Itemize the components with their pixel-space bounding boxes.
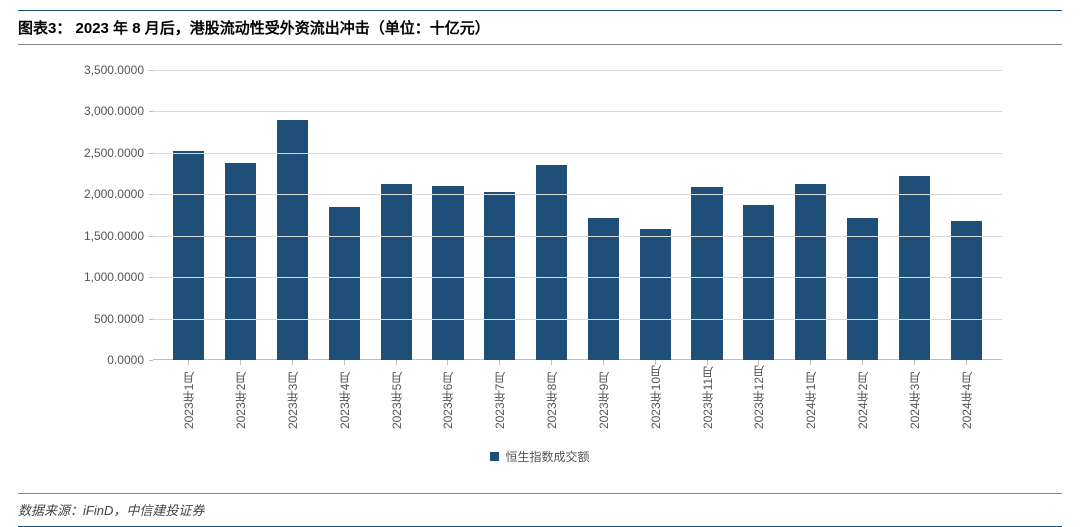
bar <box>381 184 412 360</box>
y-tick-mark <box>149 194 153 195</box>
bar <box>329 207 360 360</box>
bar-slot <box>940 70 992 360</box>
bar <box>277 120 308 360</box>
x-tick-label: 2023年5月 <box>388 365 405 429</box>
bar <box>743 205 774 360</box>
title-prefix: 图表3： <box>18 20 76 37</box>
bar-slot <box>681 70 733 360</box>
y-tick-label: 3,500.0000 <box>84 63 144 77</box>
x-tick-label: 2023年8月 <box>543 365 560 429</box>
grid-line <box>153 194 1002 195</box>
y-tick-label: 500.0000 <box>94 312 144 326</box>
grid-line <box>153 153 1002 154</box>
x-axis-labels: 2023年1月 2023年2月 2023年3月 2023年4月 2023年5月 2023年… <box>153 365 1002 429</box>
bar <box>432 186 463 360</box>
x-tick-label: 2023年9月 <box>595 365 612 429</box>
y-tick-label: 3,000.0000 <box>84 104 144 118</box>
y-tick-mark <box>149 153 153 154</box>
y-tick-mark <box>149 111 153 112</box>
bar <box>484 192 515 360</box>
bar-slot <box>422 70 474 360</box>
x-tick-label: 2023年4月 <box>336 365 353 429</box>
bar-slot <box>163 70 215 360</box>
x-tick-label: 2024年3月 <box>906 365 923 429</box>
bar <box>951 221 982 360</box>
bar <box>588 218 619 361</box>
y-tick-label: 2,500.0000 <box>84 146 144 160</box>
x-tick-label: 2023年11月 <box>699 365 716 429</box>
source-text: 数据来源：iFinD，中信建投证券 <box>18 503 204 518</box>
bar <box>640 229 671 360</box>
grid-line <box>153 70 1002 71</box>
x-tick-label: 2024年2月 <box>854 365 871 429</box>
y-tick-label: 1,000.0000 <box>84 270 144 284</box>
bar <box>173 151 204 360</box>
bar-slot <box>318 70 370 360</box>
x-tick-label: 2023年12月 <box>750 365 767 429</box>
bar-group <box>153 70 1002 360</box>
y-tick-mark <box>149 319 153 320</box>
legend-swatch <box>490 452 499 461</box>
x-tick-label: 2024年1月 <box>802 365 819 429</box>
chart-title: 图表3： 2023 年 8 月后，港股流动性受外资流出冲击（单位：十亿元） <box>18 20 490 37</box>
y-tick-label: 0.0000 <box>107 353 144 367</box>
bar-slot <box>578 70 630 360</box>
grid-line <box>153 236 1002 237</box>
x-tick-label: 2023年1月 <box>180 365 197 429</box>
x-tick-label: 2023年10月 <box>647 365 664 429</box>
bar-slot <box>629 70 681 360</box>
bar-slot <box>733 70 785 360</box>
y-tick-label: 1,500.0000 <box>84 229 144 243</box>
grid-line <box>153 277 1002 278</box>
x-tick-label: 2023年7月 <box>491 365 508 429</box>
bar-slot <box>526 70 578 360</box>
y-tick-mark <box>149 70 153 71</box>
title-main: 2023 年 8 月后，港股流动性受外资流出冲击（单位：十亿元） <box>76 20 490 37</box>
bar <box>899 176 930 360</box>
x-tick-label: 2023年6月 <box>439 365 456 429</box>
bar <box>847 218 878 360</box>
grid-line <box>153 111 1002 112</box>
bar-slot <box>837 70 889 360</box>
y-axis: 0.0000500.00001,000.00001,500.00002,000.… <box>58 70 150 360</box>
bar <box>225 163 256 360</box>
bar-slot <box>370 70 422 360</box>
y-tick-mark <box>149 277 153 278</box>
bar-slot <box>888 70 940 360</box>
grid-line <box>153 319 1002 320</box>
bar <box>691 187 722 360</box>
y-tick-label: 2,000.0000 <box>84 187 144 201</box>
plot-area <box>153 70 1002 360</box>
x-tick-label: 2024年4月 <box>958 365 975 429</box>
bar-slot <box>474 70 526 360</box>
chart-title-bar: 图表3： 2023 年 8 月后，港股流动性受外资流出冲击（单位：十亿元） <box>18 10 1062 45</box>
x-tick-label: 2023年3月 <box>284 365 301 429</box>
bar-slot <box>785 70 837 360</box>
bar <box>795 184 826 360</box>
bar-slot <box>215 70 267 360</box>
bar-chart: 0.0000 500.0000 1,000.0000 1,500.0000 2,000.… <box>58 65 1022 465</box>
chart-legend: 恒生指数成交额 <box>58 448 1022 465</box>
y-tick-mark <box>149 236 153 237</box>
x-tick-label: 2023年2月 <box>232 365 249 429</box>
legend-label: 恒生指数成交额 <box>505 448 589 465</box>
bar-slot <box>267 70 319 360</box>
